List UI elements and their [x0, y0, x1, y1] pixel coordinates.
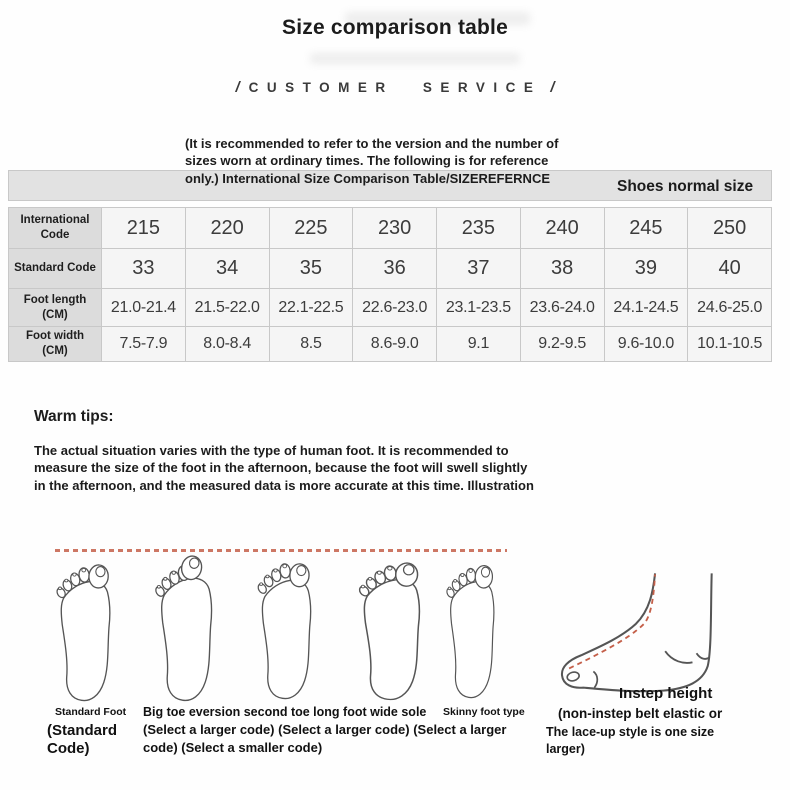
warm-tips-heading: Warm tips: — [34, 408, 114, 425]
slash-decor-left: / — [235, 79, 240, 96]
size-table-cell: 240 — [520, 208, 604, 248]
caption-standard-foot-title: Standard Foot — [55, 706, 127, 718]
shoes-normal-size-label: Shoes normal size — [617, 178, 754, 195]
caption-line: code) (Select a smaller code) — [143, 739, 323, 755]
size-table-cell: 21.0-21.4 — [102, 289, 185, 326]
size-table-cell: 38 — [520, 249, 604, 288]
toe-cleft-line — [592, 670, 599, 689]
intro-note-line: only.) International Size Comparison Tab… — [185, 170, 551, 186]
size-table: International Code 215 220 225 230 235 240 245 2… — [8, 207, 772, 362]
side-foot-outline — [561, 573, 713, 693]
caption-instep-lace-note: The lace-up style is one size larger) — [546, 724, 714, 757]
size-table-cell: 245 — [604, 208, 688, 248]
foot-standard-illustration — [54, 563, 111, 702]
ankle-detail-lines — [664, 650, 711, 664]
size-table-cell: 8.0-8.4 — [185, 327, 269, 361]
size-table-row-label: Foot width (CM) — [9, 327, 101, 361]
customer-service-banner: / CUSTOMER SERVICE / — [0, 79, 790, 96]
size-table-cell: 23.6-24.0 — [520, 289, 604, 326]
toe-guide-dashed-line — [55, 549, 507, 552]
size-table-cell: 9.1 — [437, 327, 520, 361]
size-table-cell: 10.1-10.5 — [688, 327, 771, 361]
sole-outline — [261, 579, 312, 700]
big-toe-outline — [394, 561, 419, 588]
size-table-row-label: Foot length (CM) — [9, 289, 101, 326]
size-table-cell: 8.6-9.0 — [353, 327, 436, 361]
foot-big-toe-eversion-illustration — [153, 553, 213, 702]
caption-skinny-foot-title: Skinny foot type — [443, 706, 525, 718]
watermark-smudge — [310, 53, 520, 64]
caption-line: Code) — [47, 739, 90, 757]
size-table-cell: 39 — [604, 249, 688, 288]
warm-tips-line: The actual situation varies with the typ… — [34, 443, 509, 458]
size-table-header-band — [8, 170, 772, 201]
warm-tips-line: measure the size of the foot in the afte… — [34, 460, 528, 476]
watermark-smudge — [345, 12, 530, 25]
caption-instep-line: (non-instep belt elastic or — [558, 706, 723, 721]
foot-wide-sole-illustration — [357, 561, 421, 701]
banner-text: CUSTOMER SERVICE — [248, 80, 542, 95]
foot-skinny-illustration — [444, 564, 495, 699]
size-table-cell: 24.1-24.5 — [604, 289, 688, 326]
caption-line: (Standard — [47, 722, 118, 739]
size-table-cell: 34 — [185, 249, 269, 288]
size-table-cell: 250 — [688, 208, 771, 248]
warm-tips-line: in the afternoon, and the measured data … — [34, 477, 534, 493]
toe-nail-outline — [566, 671, 580, 682]
instep-dashed-line — [568, 574, 656, 670]
warm-tips-text: The actual situation varies with the typ… — [34, 442, 614, 494]
size-table-cell: 9.6-10.0 — [604, 327, 688, 361]
caption-line: The lace-up style is one size — [546, 725, 715, 739]
size-table-cell: 215 — [102, 208, 185, 248]
big-toe-outline — [474, 564, 494, 590]
size-table-cell: 230 — [353, 208, 436, 248]
foot-side-view-illustration — [561, 573, 713, 693]
sole-outline — [363, 578, 421, 701]
foot-second-toe-long-illustration — [255, 562, 312, 700]
size-table-cell: 8.5 — [269, 327, 353, 361]
size-table-cell: 22.6-23.0 — [353, 289, 436, 326]
size-table-cell: 24.6-25.0 — [688, 289, 771, 326]
size-table-cell: 37 — [437, 249, 520, 288]
size-table-cell: 33 — [102, 249, 185, 288]
caption-variants-advice: (Select a larger code) (Select a larger … — [143, 721, 506, 756]
page-title: Size comparison table — [282, 16, 508, 39]
caption-standard-foot-code: (Standard Code) — [47, 722, 117, 757]
size-table-cell: 225 — [269, 208, 353, 248]
size-table-cell: 235 — [437, 208, 520, 248]
size-table-cell: 7.5-7.9 — [102, 327, 185, 361]
sole-outline — [161, 577, 213, 702]
caption-line: larger) — [546, 741, 585, 756]
size-table-cell: 22.1-22.5 — [269, 289, 353, 326]
size-table-cell: 220 — [185, 208, 269, 248]
caption-line: (Select a larger code) (Select a larger … — [143, 722, 507, 737]
size-table-cell: 23.1-23.5 — [437, 289, 520, 326]
caption-variants-title: Big toe eversion second toe long foot wi… — [143, 705, 427, 719]
intro-note-line: sizes worn at ordinary times. The follow… — [185, 153, 549, 169]
size-table-row-label: Standard Code — [9, 249, 101, 288]
big-toe-outline — [87, 563, 110, 590]
intro-note: (It is recommended to refer to the versi… — [185, 135, 605, 187]
size-table-cell: 9.2-9.5 — [520, 327, 604, 361]
size-table-cell: 35 — [269, 249, 353, 288]
size-table-cell: 36 — [353, 249, 436, 288]
slash-decor-right: / — [550, 79, 555, 96]
size-table-cell: 40 — [688, 249, 771, 288]
intro-note-line: (It is recommended to refer to the versi… — [185, 136, 559, 151]
caption-instep-height-title: Instep height — [619, 685, 713, 702]
size-table-cell: 21.5-22.0 — [185, 289, 269, 326]
sole-outline — [450, 580, 495, 699]
big-toe-outline — [288, 562, 311, 588]
size-table-row-label: International Code — [9, 208, 101, 248]
sole-outline — [60, 580, 111, 702]
